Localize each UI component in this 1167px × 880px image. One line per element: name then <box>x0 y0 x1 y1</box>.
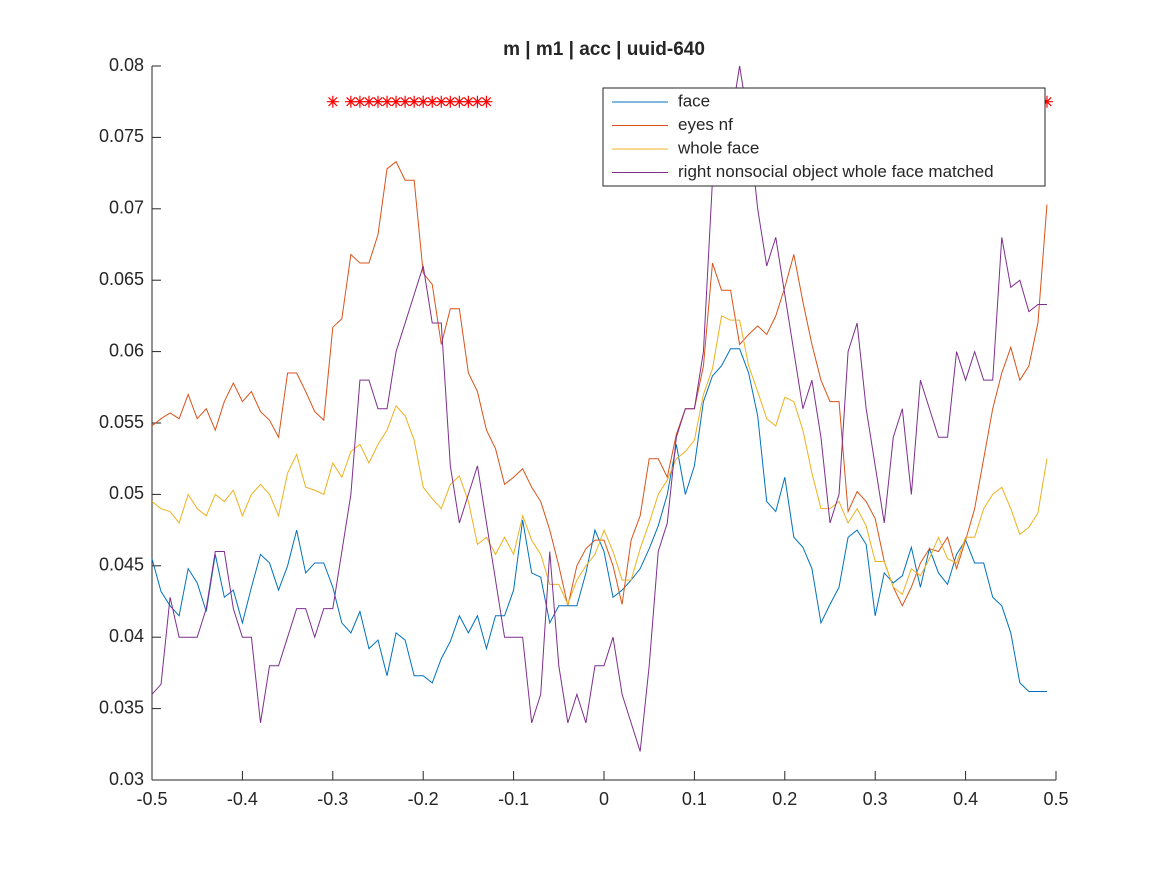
x-tick-label: -0.3 <box>317 789 348 809</box>
significance-marker <box>453 95 466 108</box>
significance-marker <box>408 95 421 108</box>
significance-marker <box>372 95 384 108</box>
significance-marker <box>353 95 366 108</box>
x-tick-label: 0 <box>599 789 609 809</box>
x-tick-label: 0.1 <box>682 789 707 809</box>
y-tick-label: 0.065 <box>99 269 144 289</box>
significance-marker <box>426 95 439 108</box>
x-tick-label: -0.5 <box>136 789 167 809</box>
y-tick-label: 0.055 <box>99 412 144 432</box>
x-tick-label: 0.4 <box>953 789 978 809</box>
legend-label: eyes nf <box>678 115 733 134</box>
significance-marker <box>399 95 412 108</box>
x-tick-label: -0.4 <box>227 789 258 809</box>
y-tick-label: 0.08 <box>109 55 144 75</box>
y-tick-label: 0.03 <box>109 769 144 789</box>
x-tick-label: 0.2 <box>772 789 797 809</box>
legend-label: whole face <box>677 138 759 157</box>
significance-marker <box>326 95 339 108</box>
significance-marker <box>390 95 403 108</box>
chart-title: m | m1 | acc | uuid-640 <box>503 39 705 60</box>
series-line <box>151 315 1048 606</box>
y-tick-label: 0.07 <box>109 198 144 218</box>
significance-marker <box>381 95 394 108</box>
legend-label: right nonsocial object whole face matche… <box>678 162 994 181</box>
x-tick-label: -0.1 <box>498 789 529 809</box>
significance-marker <box>417 95 430 108</box>
legend-label: face <box>678 91 710 110</box>
x-tick-label: 0.3 <box>863 789 888 809</box>
y-tick-label: 0.035 <box>99 697 144 717</box>
x-tick-label: -0.2 <box>408 789 439 809</box>
significance-marker <box>362 95 375 108</box>
significance-marker <box>344 95 357 108</box>
plot-area: 0.03 0.035 0.04 0.045 0.05 0.055 0.06 0.065 0.07… <box>99 55 1069 809</box>
significance-marker <box>462 95 475 108</box>
significance-marker <box>1040 95 1053 108</box>
legend-box <box>602 87 1046 187</box>
y-tick-label: 0.05 <box>109 483 144 503</box>
significance-marker <box>480 95 493 108</box>
series-line <box>151 160 1048 607</box>
x-tick-label: 0.5 <box>1043 789 1068 809</box>
series-line <box>151 65 1047 752</box>
significance-marker <box>444 95 457 108</box>
y-tick-label: 0.045 <box>99 555 144 575</box>
significance-marker <box>435 95 448 108</box>
legend: face eyes nf whole face right nonsocial obj… <box>602 87 1046 187</box>
y-tick-label: 0.075 <box>99 126 144 146</box>
significance-marker <box>471 95 484 108</box>
y-tick-label: 0.04 <box>109 626 144 646</box>
y-tick-label: 0.06 <box>109 340 144 360</box>
